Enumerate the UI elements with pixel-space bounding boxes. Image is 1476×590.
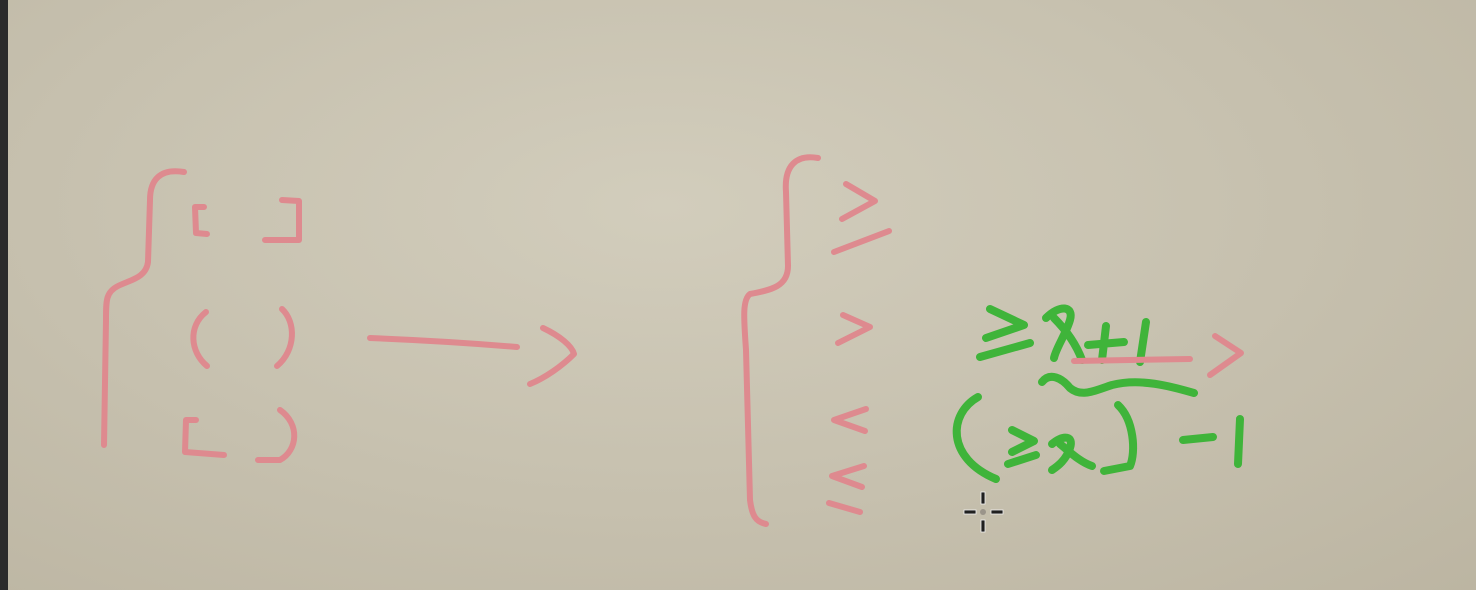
arrow-shaft — [367, 335, 520, 350]
pink-strike-line — [1071, 356, 1193, 364]
square-bracket-close-top — [262, 197, 302, 243]
green-tilde-underline — [1038, 372, 1198, 397]
pink-greater-than-right — [1207, 333, 1244, 378]
green-one-digit-inner — [1234, 415, 1244, 468]
green-annotation-group — [952, 304, 1244, 483]
less-than-symbol — [831, 406, 869, 434]
paren-close-middle — [274, 306, 295, 369]
green-plus-sign — [1084, 322, 1128, 364]
left-brace-group — [101, 168, 302, 463]
arrow-head — [527, 325, 577, 387]
left-curly-brace — [101, 168, 187, 448]
green-one-digit — [1136, 318, 1150, 366]
paren-close-bottom — [255, 407, 298, 463]
green-greater-equal-symbol — [976, 305, 1034, 361]
crosshair-move-icon — [963, 491, 1004, 533]
right-brace-group — [741, 154, 892, 527]
green-close-paren — [1100, 401, 1138, 475]
green-open-paren — [952, 393, 1000, 483]
greater-than-symbol — [835, 312, 873, 346]
green-greater-equal-inner — [1004, 426, 1040, 468]
green-x-letter — [1042, 304, 1086, 364]
paren-open-middle — [190, 309, 210, 369]
green-x-inner — [1048, 433, 1096, 474]
right-arrow — [367, 325, 577, 387]
window-left-edge — [0, 0, 8, 590]
square-bracket-open-top — [192, 204, 210, 237]
greater-equal-symbol — [831, 181, 892, 255]
right-curly-brace — [741, 154, 821, 527]
green-minus-sign — [1179, 433, 1217, 444]
square-bracket-open-bottom — [182, 417, 227, 458]
less-equal-symbol — [826, 463, 867, 515]
